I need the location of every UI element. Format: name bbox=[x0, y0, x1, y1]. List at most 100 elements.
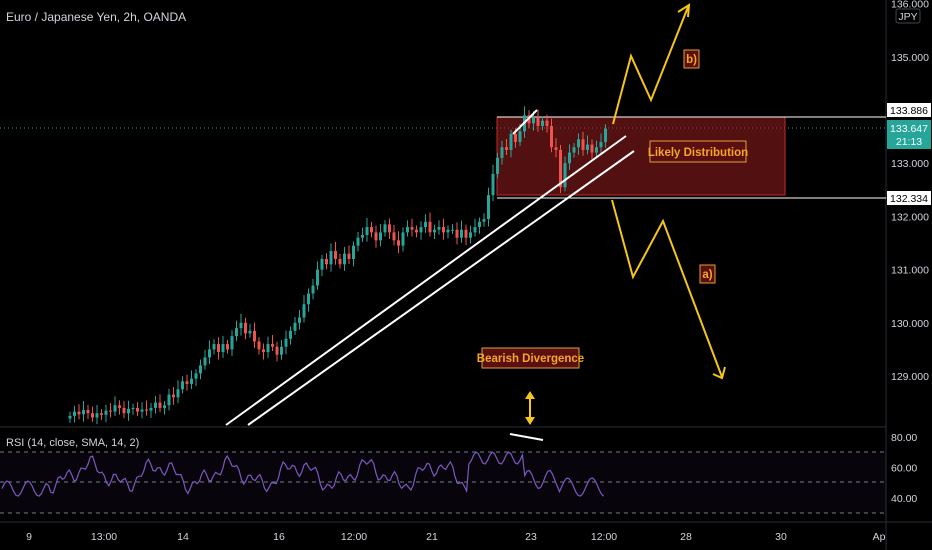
candle-body bbox=[334, 250, 337, 259]
candle-body bbox=[469, 232, 472, 238]
candle-body bbox=[406, 227, 409, 233]
price-tick-label: 135.000 bbox=[891, 52, 929, 64]
candle-body bbox=[307, 293, 310, 305]
time-tick-label: 23 bbox=[525, 531, 537, 543]
svg-text:b): b) bbox=[686, 54, 697, 66]
candle-body bbox=[343, 253, 346, 265]
candle-body bbox=[271, 344, 274, 347]
time-tick-label: 12:00 bbox=[341, 531, 367, 543]
candle-body bbox=[379, 232, 382, 241]
candle-body bbox=[239, 322, 243, 329]
candle-body bbox=[482, 219, 486, 222]
candle-body bbox=[217, 344, 220, 353]
rsi-axis[interactable]: 40.00 60.00 80.00 bbox=[891, 432, 917, 505]
candle-body bbox=[352, 245, 355, 259]
candle-body bbox=[163, 405, 166, 408]
candle-body bbox=[203, 357, 207, 366]
time-tick-label: 14 bbox=[177, 531, 189, 543]
candle-body bbox=[244, 322, 247, 334]
candle-body bbox=[73, 411, 76, 416]
candle-body bbox=[86, 410, 90, 414]
candle-body bbox=[365, 227, 369, 236]
candle-body bbox=[190, 378, 193, 384]
time-axis[interactable]: 9 13:00 14 16 12:00 21 23 12:00 28 30 Ap bbox=[26, 531, 886, 543]
candle-body bbox=[104, 410, 108, 415]
candle-body bbox=[518, 131, 522, 142]
price-tick-label: 130.000 bbox=[891, 318, 929, 330]
candle-body bbox=[586, 144, 589, 150]
annotation-scenario-b[interactable]: b) bbox=[683, 49, 700, 69]
candle-body bbox=[424, 221, 427, 228]
rsi-title: RSI (14, close, SMA, 14, 2) bbox=[6, 437, 140, 449]
time-tick-label: 30 bbox=[775, 531, 787, 543]
candle-body bbox=[208, 349, 211, 358]
chart-title: Euro / Japanese Yen, 2h, OANDA bbox=[6, 10, 187, 24]
candle-body bbox=[370, 227, 373, 233]
candle-body bbox=[185, 381, 189, 384]
candle-body bbox=[496, 157, 499, 174]
candle-body bbox=[253, 330, 256, 342]
annotation-bearish-divergence[interactable]: Bearish Divergence bbox=[477, 347, 584, 369]
candle-body bbox=[392, 232, 396, 241]
rsi-line bbox=[1, 451, 605, 497]
candle-body bbox=[563, 163, 567, 188]
candle-body bbox=[500, 147, 504, 158]
candle-body bbox=[374, 232, 378, 241]
price-tick-label: 133.000 bbox=[891, 158, 929, 170]
time-tick-label: 12:00 bbox=[591, 531, 617, 543]
divergence-double-arrow bbox=[525, 391, 535, 425]
level-tag-bottom: 132.334 bbox=[887, 191, 931, 205]
candle-body bbox=[302, 304, 306, 318]
candle-body bbox=[127, 408, 130, 414]
candle-body bbox=[293, 322, 297, 331]
candle-body bbox=[356, 237, 360, 246]
candle-body bbox=[514, 133, 517, 142]
candle-body bbox=[545, 120, 549, 126]
candle-body bbox=[316, 269, 319, 286]
svg-text:Bearish Divergence: Bearish Divergence bbox=[477, 353, 584, 365]
rsi-tick-label: 80.00 bbox=[891, 432, 917, 444]
candle-body bbox=[590, 144, 594, 153]
svg-text:132.334: 132.334 bbox=[890, 193, 928, 205]
candle-body bbox=[536, 117, 540, 126]
svg-text:Likely Distribution: Likely Distribution bbox=[648, 147, 748, 159]
price-tick-label: 132.000 bbox=[891, 211, 929, 223]
candle-body bbox=[559, 149, 562, 188]
candle-body bbox=[226, 344, 229, 350]
time-tick-label: 9 bbox=[26, 531, 32, 543]
candle-body bbox=[181, 381, 184, 390]
candle-body bbox=[82, 410, 85, 415]
annotation-scenario-a[interactable]: a) bbox=[699, 264, 716, 284]
candle-body bbox=[415, 229, 418, 233]
candle-body bbox=[428, 221, 432, 233]
candle-body bbox=[199, 365, 202, 374]
candle-body bbox=[95, 413, 99, 418]
candle-body bbox=[122, 407, 126, 414]
currency-badge[interactable]: JPY bbox=[895, 8, 921, 24]
price-tick-label: 129.000 bbox=[891, 371, 929, 383]
scenario-a-arrowhead bbox=[712, 366, 726, 380]
svg-text:JPY: JPY bbox=[898, 11, 917, 23]
candle-body bbox=[176, 389, 180, 398]
candle-body bbox=[298, 317, 301, 323]
candle-body bbox=[550, 125, 553, 148]
candle-body bbox=[577, 139, 580, 148]
candle-body bbox=[77, 411, 81, 415]
candle-body bbox=[604, 128, 607, 142]
price-axis[interactable]: 129.000130.000131.000132.000133.000134.0… bbox=[891, 0, 929, 383]
candle-body bbox=[442, 227, 445, 233]
candle-body bbox=[113, 405, 117, 412]
candle-body bbox=[136, 407, 139, 412]
price-tick-label: 136.000 bbox=[891, 0, 929, 11]
candle-body bbox=[595, 147, 598, 153]
candle-body bbox=[194, 373, 198, 379]
candle-body bbox=[473, 227, 477, 233]
svg-text:133.886: 133.886 bbox=[890, 105, 928, 117]
candle-body bbox=[554, 147, 558, 150]
candle-body bbox=[131, 407, 135, 409]
candle-body bbox=[419, 227, 423, 233]
candle-body bbox=[433, 229, 436, 233]
candle-body bbox=[478, 221, 481, 228]
annotation-likely-distribution[interactable]: Likely Distribution bbox=[648, 140, 748, 163]
